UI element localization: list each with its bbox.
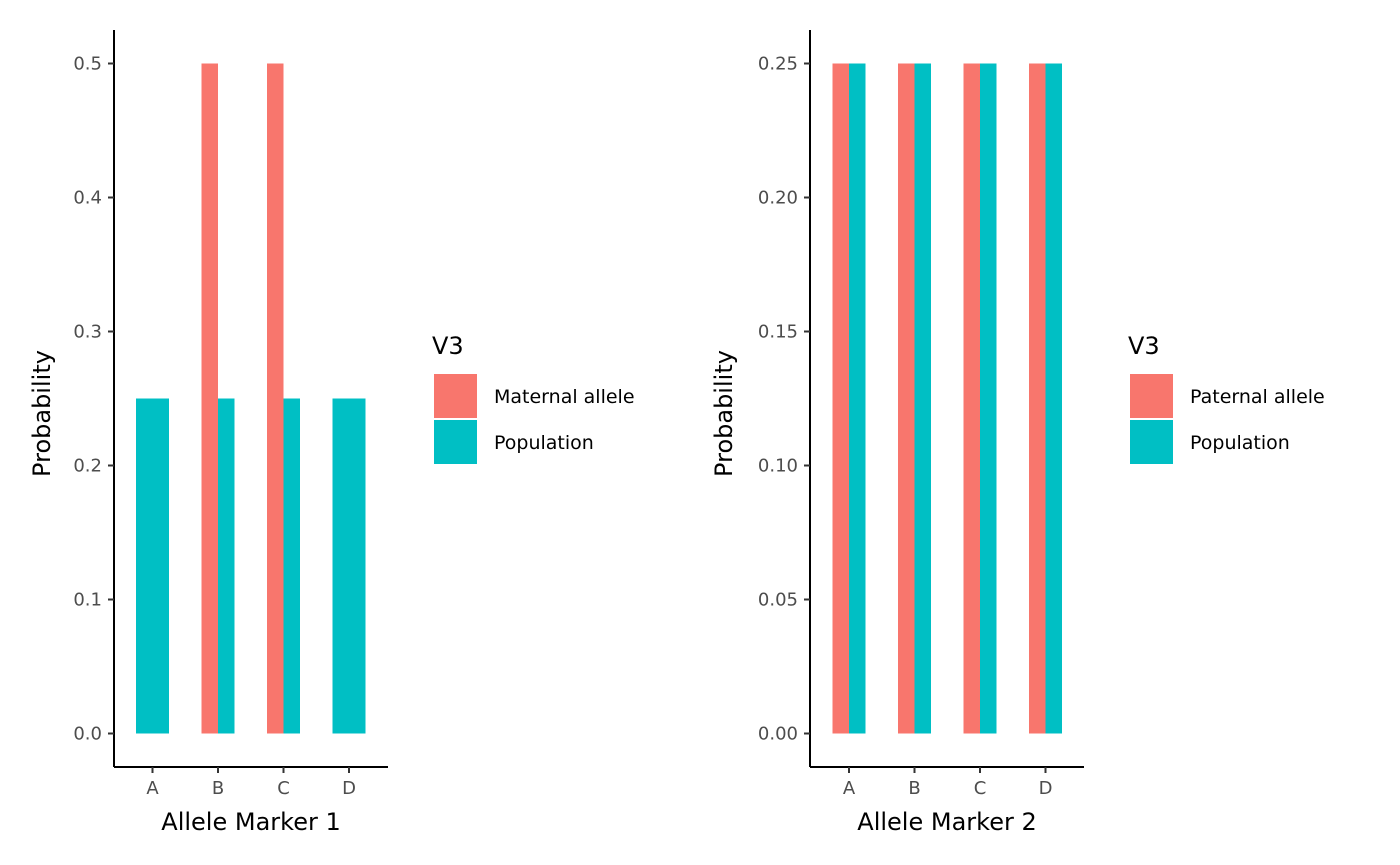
bar-population-b [914,63,931,734]
legend-title: V3 [432,332,464,360]
x-tick-label: C [277,778,290,799]
legend-title: V3 [1128,332,1160,360]
y-tick-label: 0.0 [73,724,102,745]
x-axis-title: Allele Marker 1 [161,808,340,836]
bar-population-d [332,398,366,734]
bar-paternal-allele-c [963,63,980,734]
y-axis-title: Probability [710,350,738,477]
bar-paternal-allele-a [832,63,849,734]
legend-label: Paternal allele [1190,386,1325,408]
bar-population-b [218,398,235,734]
x-tick-label: D [1039,778,1053,799]
x-tick-label: C [974,778,987,799]
legend-key-population [1130,420,1173,464]
legend-key-population [434,420,477,464]
x-tick-label: A [843,778,856,799]
y-tick-label: 0.20 [758,188,798,209]
x-tick-label: B [212,778,224,799]
bar-population-c [283,398,300,734]
y-tick-label: 0.4 [73,188,102,209]
y-tick-label: 0.05 [758,590,798,611]
x-axis-title: Allele Marker 2 [857,808,1036,836]
y-tick-label: 0.00 [758,724,798,745]
bar-population-a [849,63,866,734]
bar-population-d [1045,63,1062,734]
legend-key-maternal-allele [434,374,477,418]
bar-paternal-allele-b [898,63,915,734]
y-tick-label: 0.5 [73,54,102,75]
y-tick-label: 0.3 [73,322,102,343]
y-tick-label: 0.1 [73,590,102,611]
legend-label: Population [1190,432,1290,454]
bar-population-a [136,398,169,734]
x-tick-label: B [908,778,920,799]
bar-maternal-allele-b [201,63,218,734]
legend-key-paternal-allele [1130,374,1173,418]
y-tick-label: 0.2 [73,456,102,477]
legend: V3 Maternal allele Population [432,332,635,464]
x-tick-label: D [342,778,356,799]
y-tick-label: 0.10 [758,456,798,477]
x-tick-label: A [146,778,159,799]
y-tick-label: 0.15 [758,322,798,343]
y-axis-title: Probability [28,350,56,477]
legend-label: Maternal allele [494,386,635,408]
bar-maternal-allele-c [267,63,284,734]
bar-population-c [980,63,997,734]
bar-paternal-allele-d [1029,63,1046,734]
y-tick-label: 0.25 [758,54,798,75]
legend: V3 Paternal allele Population [1128,332,1325,464]
legend-label: Population [494,432,594,454]
